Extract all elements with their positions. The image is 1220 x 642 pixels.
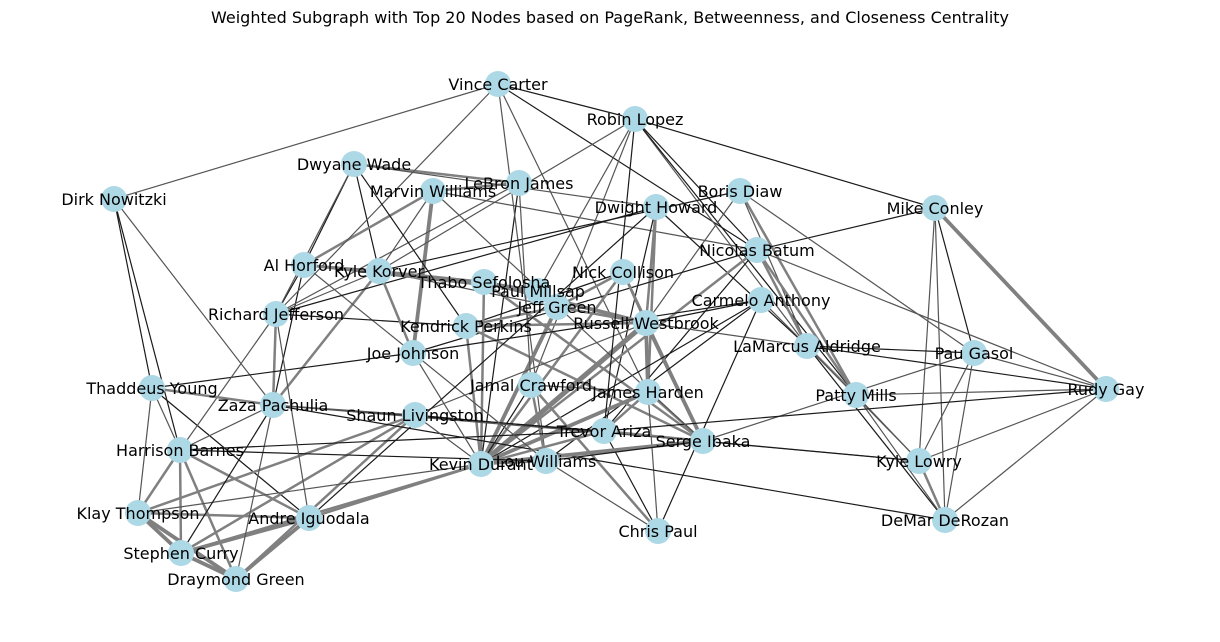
node-label-rudy_gay: Rudy Gay [1068, 380, 1145, 399]
node-label-kendrick_perkins: Kendrick Perkins [400, 317, 532, 336]
edge-dirk_nowitzki-harrison_barnes [114, 199, 180, 450]
edge-james_harden-chris_paul [648, 392, 658, 531]
node-label-james_harden: James Harden [591, 383, 704, 402]
node-label-dirk_nowitzki: Dirk Nowitzki [61, 190, 166, 209]
node-label-zaza_pachulia: Zaza Pachulia [218, 396, 329, 415]
edge-nicolas_batum-patty_mills [757, 250, 856, 395]
edge-pau_gasol-kyle_lowry [919, 353, 974, 461]
edge-shaun_livingston-stephen_curry [181, 415, 415, 553]
node-label-shaun_livingston: Shaun Livingston [346, 406, 484, 425]
node-label-thaddeus_young: Thaddeus Young [85, 379, 217, 398]
node-label-joe_johnson: Joe Johnson [366, 344, 460, 363]
node-label-trevor_ariza: Trevor Ariza [556, 422, 652, 441]
node-label-andre_iguodala: Andre Iguodala [248, 509, 369, 528]
label-layer: Vince Carter Robin Lopez Dwyane Wade LeBron… [61, 75, 1144, 589]
edge-robin_lopez-mike_conley [635, 119, 935, 208]
node-label-draymond_green: Draymond Green [167, 570, 304, 589]
node-label-patty_mills: Patty Mills [815, 386, 896, 405]
node-label-kyle_lowry: Kyle Lowry [876, 452, 962, 471]
node-label-lamarcus_aldridge: LaMarcus Aldridge [733, 337, 881, 356]
node-label-marvin_williams: Marvin Williams [370, 182, 496, 201]
node-label-kyle_korver: Kyle Korver [334, 262, 425, 281]
node-label-klay_thompson: Klay Thompson [76, 504, 199, 523]
node-label-demar_derozan: DeMar DeRozan [881, 511, 1009, 530]
node-label-mike_conley: Mike Conley [887, 199, 984, 218]
node-label-jamal_crawford: Jamal Crawford [469, 376, 592, 395]
edge-mike_conley-kyle_lowry [919, 208, 935, 461]
edge-lou_williams-chris_paul [546, 461, 658, 531]
node-label-serge_ibaka: Serge Ibaka [656, 432, 751, 451]
edge-dirk_nowitzki-zaza_pachulia [114, 199, 273, 405]
edge-dirk_nowitzki-thaddeus_young [114, 199, 152, 388]
node-label-robin_lopez: Robin Lopez [587, 110, 684, 129]
node-label-nick_collison: Nick Collison [572, 263, 674, 282]
node-label-harrison_barnes: Harrison Barnes [116, 441, 244, 460]
edge-pau_gasol-demar_derozan [945, 353, 974, 520]
node-label-nicolas_batum: Nicolas Batum [699, 241, 814, 260]
edge-joe_johnson-kyle_korver [379, 271, 413, 353]
edge-kyle_korver-dwyane_wade [354, 164, 379, 271]
node-label-stephen_curry: Stephen Curry [123, 544, 238, 563]
node-label-dwight_howard: Dwight Howard [595, 198, 718, 217]
node-label-richard_jefferson: Richard Jefferson [208, 305, 344, 324]
node-label-al_horford: Al Horford [264, 256, 345, 275]
edge-marvin_williams-al_horford [304, 191, 433, 265]
node-label-dwyane_wade: Dwyane Wade [297, 155, 411, 174]
edge-dwyane_wade-richard_jefferson [276, 164, 354, 314]
edge-rudy_gay-kyle_lowry [919, 389, 1106, 461]
edge-rudy_gay-demar_derozan [945, 389, 1106, 520]
node-label-carmelo_anthony: Carmelo Anthony [692, 291, 831, 310]
node-label-pau_gasol: Pau Gasol [935, 344, 1014, 363]
node-label-vince_carter: Vince Carter [448, 75, 548, 94]
node-label-russell_westbrook: Russell Westbrook [573, 314, 719, 333]
edge-shaun_livingston-draymond_green [236, 415, 415, 579]
node-label-lou_williams: Lou Williams [496, 452, 597, 471]
edge-harrison_barnes-stephen_curry [180, 450, 181, 553]
node-label-chris_paul: Chris Paul [618, 522, 697, 541]
